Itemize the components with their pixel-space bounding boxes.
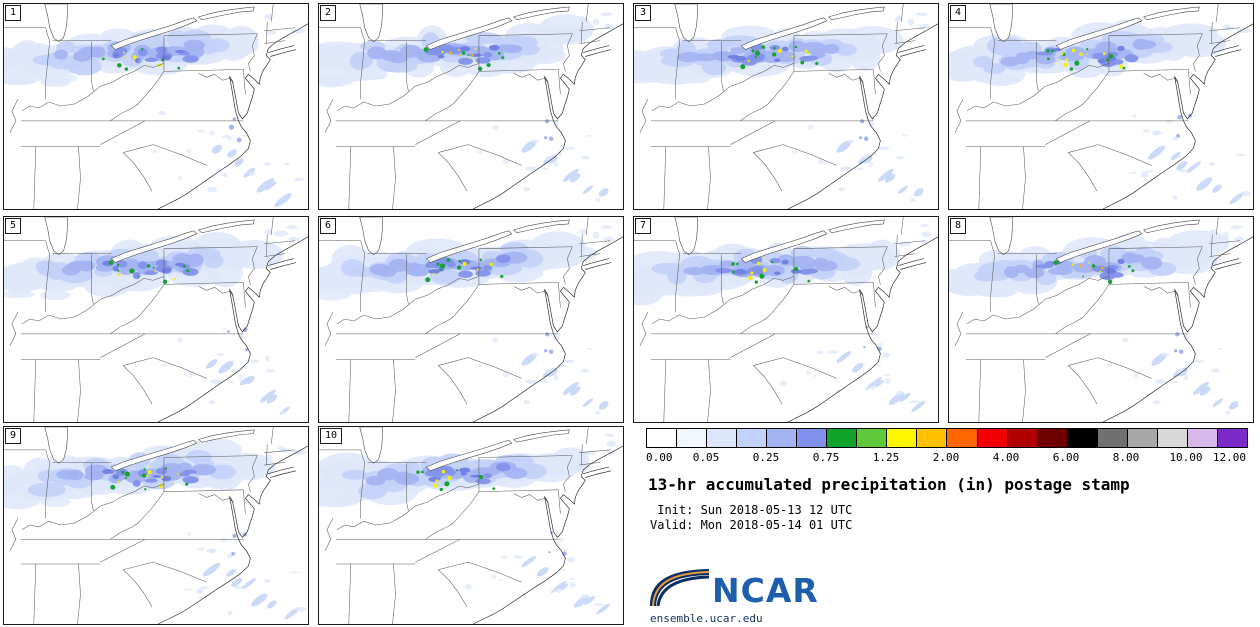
map-panel-10: 10	[318, 426, 624, 625]
legend: 0.00 0.05 0.25 0.75 1.25 2.00 4.00 6.00 8.00 10.0…	[646, 426, 1252, 626]
colorbar-tick: 0.25	[752, 451, 780, 464]
colorbar-segment	[1066, 429, 1097, 447]
colorbar-tick: 0.05	[692, 451, 720, 464]
colorbar-segment	[1186, 429, 1217, 447]
colorbar-tick: 6.00	[1052, 451, 1080, 464]
colorbar-segment	[1036, 429, 1067, 447]
precip-map	[319, 217, 623, 422]
precip-map	[634, 4, 938, 209]
colorbar-tick: 0.00	[646, 451, 673, 464]
panel-number: 10	[320, 428, 343, 444]
colorbar-segment	[1006, 429, 1037, 447]
colorbar-tick: 1.25	[872, 451, 900, 464]
map-panel-1: 1	[3, 3, 309, 210]
plot-title: 13-hr accumulated precipitation (in) pos…	[648, 475, 1130, 494]
init-time-label: Init: Sun 2018-05-13 12 UTC	[650, 503, 853, 517]
panel-number: 2	[320, 5, 337, 21]
map-panel-7: 7	[633, 216, 939, 423]
panel-number: 7	[635, 218, 652, 234]
ncar-swoosh-icon	[650, 569, 710, 606]
colorbar-segment	[1216, 429, 1247, 447]
colorbar-tick: 8.00	[1112, 451, 1140, 464]
map-panel-2: 2	[318, 3, 624, 210]
panel-number: 3	[635, 5, 652, 21]
panel-number: 6	[320, 218, 337, 234]
colorbar-segment	[706, 429, 737, 447]
colorbar-tick: 10.00	[1169, 451, 1203, 464]
panel-number: 9	[5, 428, 22, 444]
precip-map	[634, 217, 938, 422]
colorbar-segment	[916, 429, 947, 447]
colorbar-tick: 2.00	[932, 451, 960, 464]
precip-map	[949, 217, 1253, 422]
colorbar-segment	[826, 429, 857, 447]
colorbar-segment	[976, 429, 1007, 447]
colorbar-tick: 0.75	[812, 451, 840, 464]
colorbar-segment	[1096, 429, 1127, 447]
precip-map	[949, 4, 1253, 209]
colorbar-tick: 4.00	[992, 451, 1020, 464]
map-panel-5: 5	[3, 216, 309, 423]
map-panel-6: 6	[318, 216, 624, 423]
precip-colorbar	[646, 428, 1248, 448]
colorbar-segment	[946, 429, 977, 447]
colorbar-segment	[647, 429, 677, 447]
colorbar-segment	[886, 429, 917, 447]
precip-map	[4, 427, 308, 624]
ncar-logo: NCAR	[648, 564, 819, 610]
colorbar-tick-labels: 0.00 0.05 0.25 0.75 1.25 2.00 4.00 6.00 8.00 10.0…	[646, 451, 1246, 464]
colorbar-segment	[1156, 429, 1187, 447]
precip-map	[319, 4, 623, 209]
colorbar-tick: 12.00	[1212, 451, 1246, 464]
ncar-wordmark: NCAR	[712, 570, 819, 610]
map-panel-4: 4	[948, 3, 1254, 210]
colorbar-segment	[856, 429, 887, 447]
precip-map	[319, 427, 623, 624]
map-panel-8: 8	[948, 216, 1254, 423]
colorbar-segment	[736, 429, 767, 447]
panel-number: 1	[5, 5, 22, 21]
colorbar-segment	[1126, 429, 1157, 447]
valid-time-label: Valid: Mon 2018-05-14 01 UTC	[650, 518, 853, 532]
precip-map	[4, 217, 308, 422]
precip-map	[4, 4, 308, 209]
panel-number: 5	[5, 218, 22, 234]
colorbar-segment	[676, 429, 707, 447]
colorbar-segment	[766, 429, 797, 447]
map-panel-3: 3	[633, 3, 939, 210]
site-url: ensemble.ucar.edu	[650, 612, 763, 625]
colorbar-segment	[796, 429, 827, 447]
panel-number: 4	[950, 5, 967, 21]
panel-number: 8	[950, 218, 967, 234]
map-panel-9: 9	[3, 426, 309, 625]
